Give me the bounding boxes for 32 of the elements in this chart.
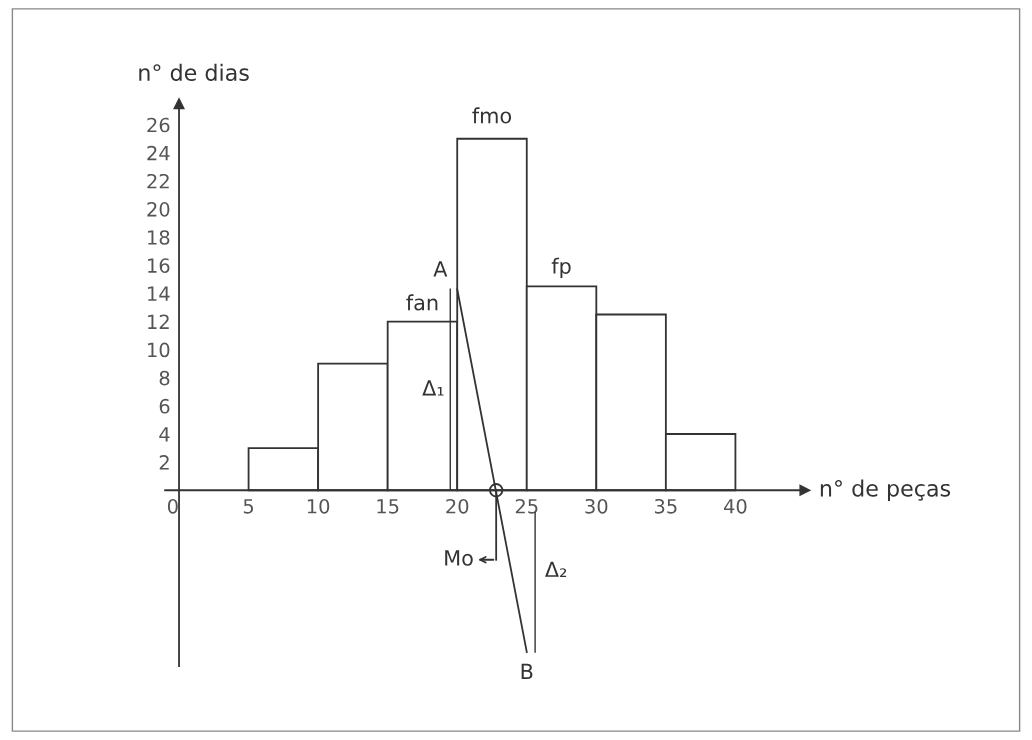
- annotation: A: [433, 261, 448, 277]
- y-axis-title: n° de dias: [139, 63, 249, 82]
- annotation: fmo: [472, 107, 512, 124]
- y-tick-label: 12: [148, 314, 169, 329]
- y-tick-label: 24: [147, 145, 170, 161]
- annotation: fan: [406, 294, 438, 311]
- y-tick-label: 20: [147, 202, 170, 217]
- annotation: Mo: [445, 550, 473, 566]
- annotation: Δ₂: [545, 561, 567, 577]
- x-tick-label: 35: [654, 498, 677, 514]
- x-tick-label: 0: [167, 498, 178, 514]
- y-tick-label: 2: [159, 455, 169, 470]
- x-tick-label: 5: [243, 499, 254, 514]
- y-tick-label: 16: [148, 258, 170, 273]
- x-tick-label: 25: [515, 498, 538, 514]
- y-tick-label: 14: [148, 286, 170, 301]
- x-tick-label: 15: [377, 499, 399, 514]
- x-axis-title: n° de peças: [820, 479, 951, 501]
- y-tick-label: 26: [147, 117, 170, 133]
- y-tick-label: 10: [148, 342, 170, 358]
- y-tick-label: 6: [159, 398, 170, 414]
- y-tick-label: 18: [148, 230, 170, 245]
- x-tick-label: 30: [585, 498, 608, 514]
- annotation: Δ₁: [422, 380, 444, 396]
- y-tick-label: 8: [159, 370, 170, 386]
- x-tick-label: 10: [307, 498, 330, 514]
- y-tick-label: 4: [159, 427, 170, 442]
- x-tick-label: 20: [446, 498, 469, 514]
- annotation: fp: [551, 257, 571, 278]
- y-tick-label: 22: [147, 173, 169, 189]
- annotation: B: [521, 663, 533, 680]
- x-tick-label: 40: [723, 498, 747, 514]
